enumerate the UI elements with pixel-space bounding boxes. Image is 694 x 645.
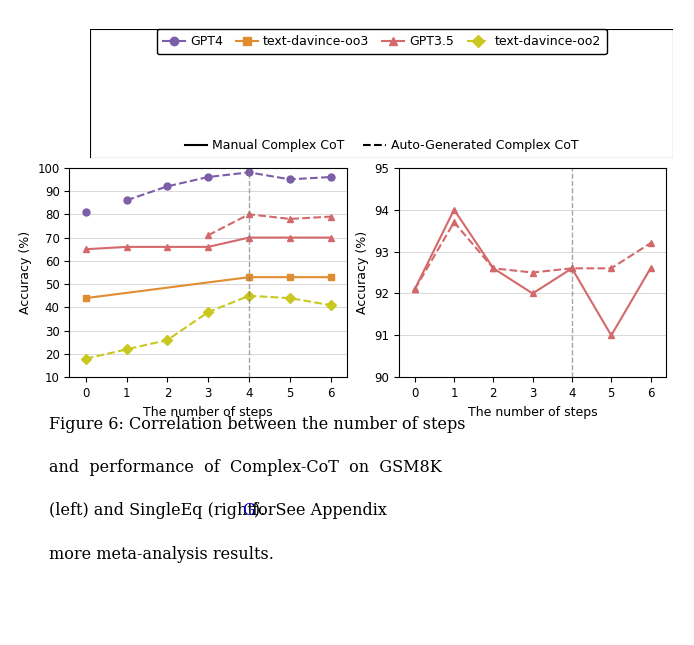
X-axis label: The number of steps: The number of steps bbox=[144, 406, 273, 419]
Legend: Manual Complex CoT, Auto-Generated Complex CoT: Manual Complex CoT, Auto-Generated Compl… bbox=[178, 133, 585, 158]
X-axis label: The number of steps: The number of steps bbox=[468, 406, 598, 419]
Text: Figure 6: Correlation between the number of steps: Figure 6: Correlation between the number… bbox=[49, 416, 465, 433]
Text: and  performance  of  Complex-CoT  on  GSM8K: and performance of Complex-CoT on GSM8K bbox=[49, 459, 441, 476]
Text: for: for bbox=[246, 502, 275, 519]
Y-axis label: Accuracy (%): Accuracy (%) bbox=[19, 231, 32, 314]
Text: more meta-analysis results.: more meta-analysis results. bbox=[49, 546, 273, 562]
Text: (left) and SingleEq (right).  See Appendix: (left) and SingleEq (right). See Appendi… bbox=[49, 502, 391, 519]
FancyBboxPatch shape bbox=[90, 29, 673, 158]
Text: G: G bbox=[242, 502, 255, 519]
Y-axis label: Accuracy (%): Accuracy (%) bbox=[356, 231, 369, 314]
